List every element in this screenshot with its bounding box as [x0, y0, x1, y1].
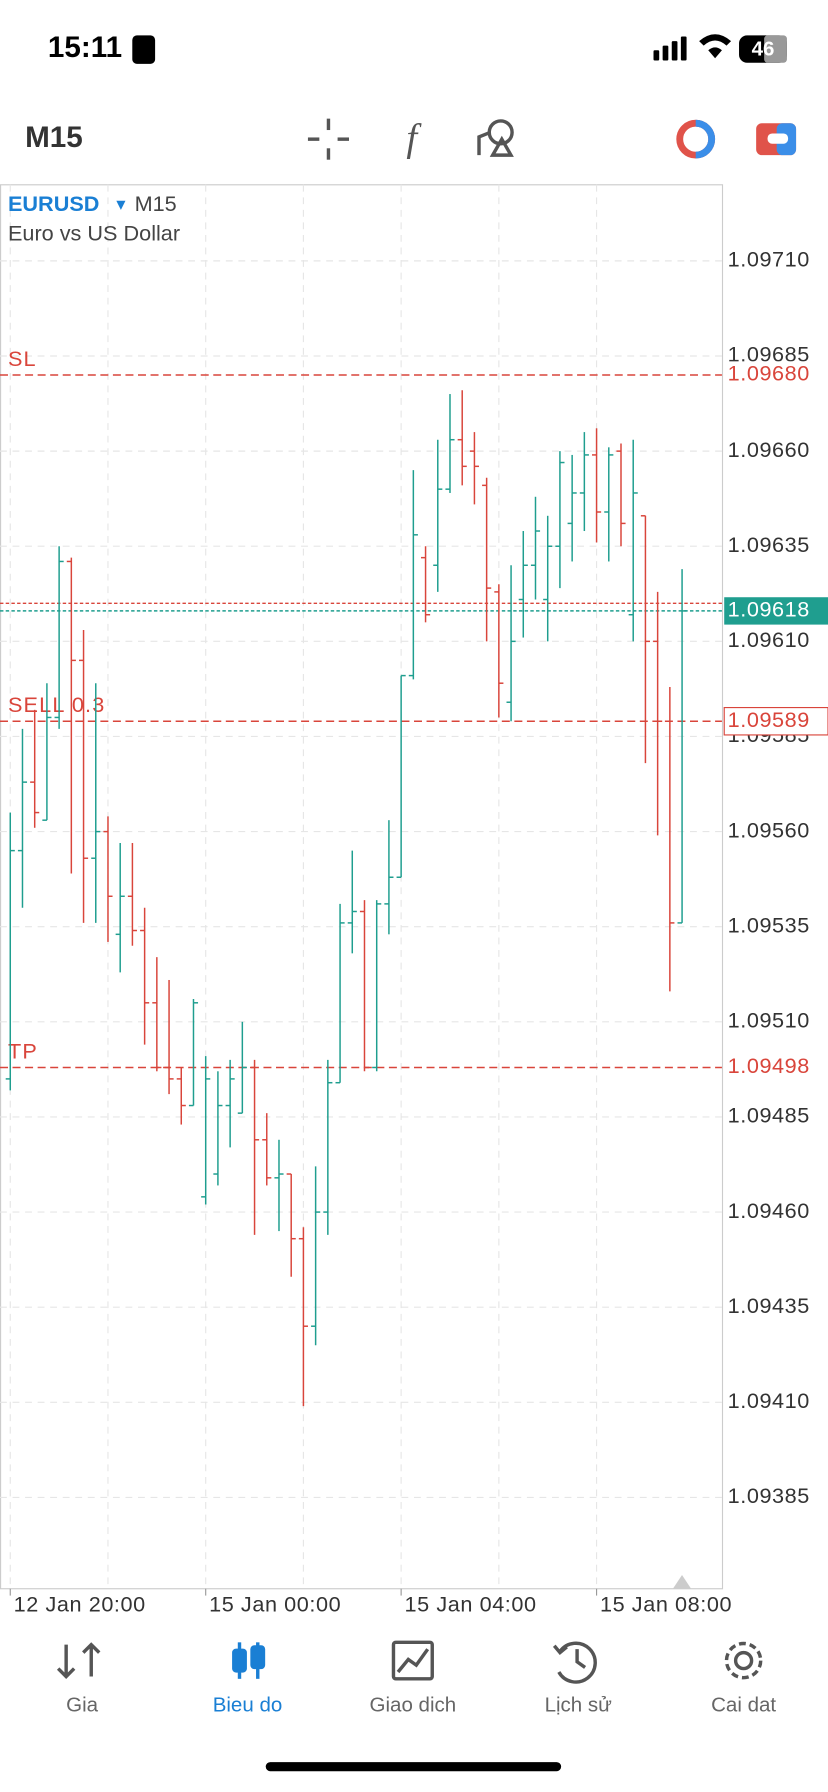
status-icon	[132, 35, 156, 64]
x-tick-label: 15 Jan 00:00	[209, 1592, 341, 1617]
x-tick-label: 15 Jan 04:00	[405, 1592, 537, 1617]
level-label-box	[724, 361, 828, 389]
scroll-marker	[672, 1575, 692, 1589]
tab-icon	[552, 1641, 597, 1684]
wifi-icon	[699, 34, 732, 59]
y-tick-label: 1.09460	[728, 1198, 810, 1223]
tab-label[interactable]: Lịch sử	[545, 1694, 613, 1717]
tab-icon	[391, 1640, 434, 1681]
battery-empty	[764, 35, 787, 63]
tab-icon	[724, 1641, 763, 1680]
y-tick-label: 1.09635	[728, 532, 810, 557]
tab-label[interactable]: Cai dat	[711, 1694, 776, 1717]
chart-symbol[interactable]: EURUSD	[8, 191, 99, 216]
tab-label[interactable]: Gia	[66, 1694, 99, 1717]
level-value: 1.09498	[728, 1053, 810, 1078]
tab-label[interactable]: Giao dich	[370, 1694, 457, 1717]
level-label-box	[724, 1053, 828, 1082]
objects-button[interactable]	[477, 119, 514, 157]
y-tick-label: 1.09485	[728, 1103, 810, 1128]
y-tick-label: 1.09435	[728, 1293, 810, 1318]
bid-value: 1.09618	[728, 597, 810, 622]
y-tick-label: 1.09710	[728, 247, 810, 272]
y-tick-label: 1.09610	[728, 627, 810, 652]
tab-icon	[56, 1642, 101, 1679]
y-tick-label: 1.09560	[728, 817, 810, 842]
level-label-box	[723, 706, 828, 736]
x-tick-label: 12 Jan 20:00	[14, 1592, 146, 1617]
chart-frame	[0, 184, 724, 1590]
chart-title: Euro vs US Dollar	[8, 221, 180, 246]
level-name: SELL 0.3	[8, 692, 105, 717]
y-tick-label: 1.09660	[728, 437, 810, 462]
tab-icon	[232, 1642, 266, 1679]
bid-label-box	[724, 597, 828, 625]
y-tick-label: 1.09510	[728, 1008, 810, 1033]
chart-timeframe: M15	[135, 191, 177, 216]
level-value: 1.09589	[728, 707, 810, 732]
level-name: TP	[8, 1038, 38, 1063]
timeframe-button[interactable]: M15	[25, 121, 83, 154]
symbol-dropdown[interactable]	[116, 200, 126, 210]
account-button[interactable]	[756, 123, 797, 156]
tab-label[interactable]: Bieu do	[213, 1694, 283, 1717]
level-value: 1.09680	[728, 361, 810, 386]
trading-button[interactable]	[676, 119, 716, 159]
y-tick-label: 1.09410	[728, 1388, 810, 1413]
chart: 1.097101.096851.096601.096351.096101.095…	[0, 184, 828, 1617]
level-name: SL	[8, 346, 37, 371]
status-time: 15:11	[48, 31, 122, 64]
battery-level: 46	[752, 38, 775, 61]
x-tick-label: 15 Jan 08:00	[600, 1592, 732, 1617]
y-tick-label: 1.09385	[728, 1483, 810, 1508]
y-tick-label: 1.09535	[728, 912, 810, 937]
indicators-button[interactable]: f	[406, 116, 422, 159]
home-indicator	[265, 1762, 562, 1772]
signal-icon	[653, 36, 687, 61]
crosshair-button[interactable]	[307, 118, 349, 160]
